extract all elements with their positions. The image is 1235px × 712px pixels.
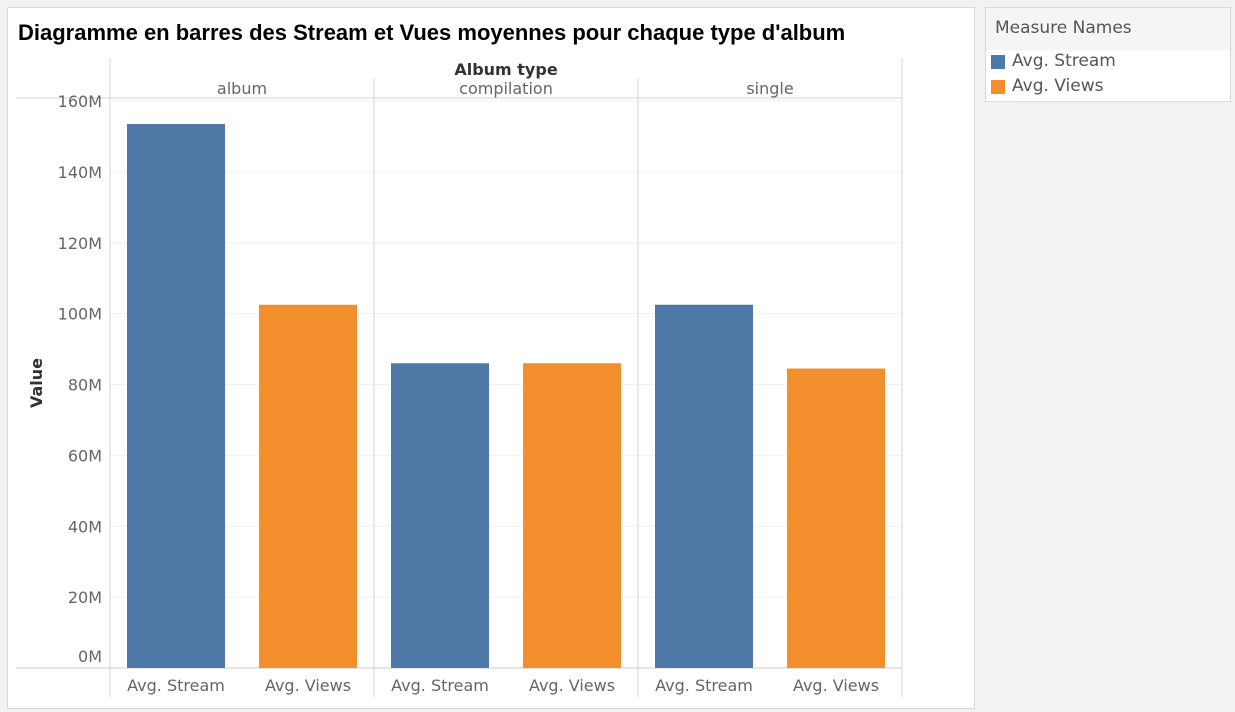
legend-item-avg-views[interactable]: Avg. Views — [986, 75, 1230, 100]
legend-title: Measure Names — [986, 8, 1230, 50]
legend-label: Avg. Views — [1012, 76, 1104, 96]
legend: Measure Names Avg. Stream Avg. Views — [985, 7, 1231, 102]
worksheet-panel: Diagramme en barres des Stream et Vues m… — [7, 7, 975, 709]
legend-swatch-avg-views — [991, 80, 1005, 94]
legend-label: Avg. Stream — [1012, 51, 1116, 71]
chart-title: Diagramme en barres des Stream et Vues m… — [18, 20, 846, 45]
legend-swatch-avg-stream — [991, 55, 1005, 69]
legend-item-avg-stream[interactable]: Avg. Stream — [986, 50, 1230, 75]
